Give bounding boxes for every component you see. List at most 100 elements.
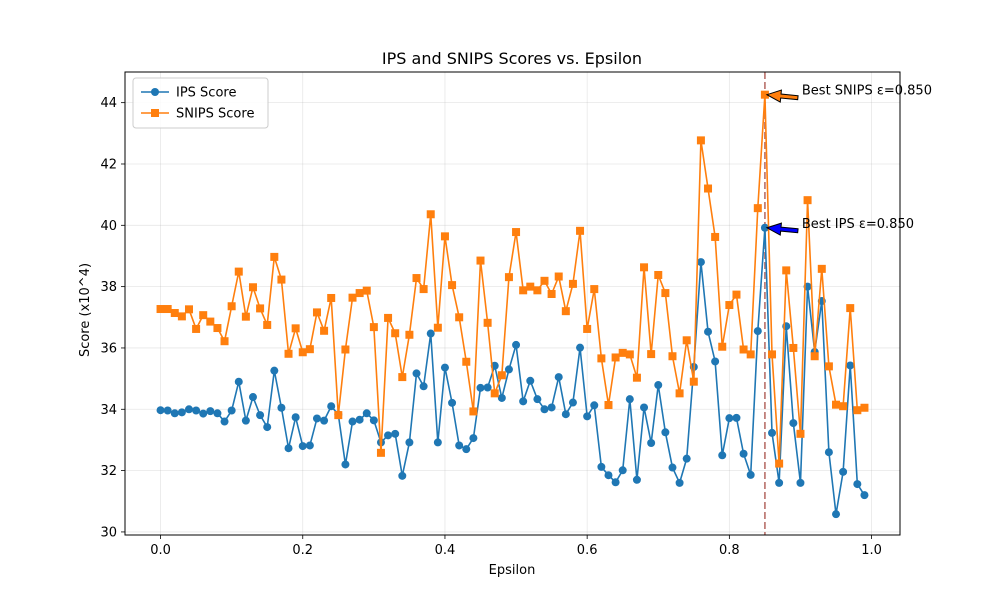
- annotation-arrow: [765, 222, 799, 236]
- data-point: [184, 305, 193, 314]
- data-point: [796, 478, 805, 487]
- data-point: [519, 397, 528, 406]
- data-point: [533, 286, 542, 295]
- data-point: [860, 491, 869, 500]
- data-point: [376, 448, 385, 457]
- y-tick-label: 42: [100, 157, 117, 172]
- data-point: [312, 414, 321, 423]
- annotation-label: Best IPS ε=0.850: [802, 217, 914, 232]
- data-point: [177, 408, 186, 417]
- legend-box: [132, 77, 269, 129]
- data-point: [860, 403, 869, 412]
- data-point: [263, 320, 272, 329]
- data-point: [618, 466, 627, 475]
- x-tick-label: 1.0: [861, 543, 882, 558]
- data-point: [668, 352, 677, 361]
- data-point: [327, 402, 336, 411]
- data-point: [398, 471, 407, 480]
- data-point: [433, 438, 442, 447]
- annotation-label: Best SNIPS ε=0.850: [802, 84, 932, 99]
- data-point: [853, 480, 862, 489]
- data-point: [426, 210, 435, 219]
- data-point: [348, 293, 357, 302]
- data-point: [768, 350, 777, 359]
- series-snips-score: [156, 90, 869, 468]
- series-line: [160, 226, 866, 515]
- data-point: [625, 350, 634, 359]
- data-point: [661, 428, 670, 437]
- data-point: [426, 329, 435, 338]
- data-point: [824, 362, 833, 371]
- annotation: Best SNIPS ε=0.850: [765, 84, 932, 103]
- data-point: [234, 267, 243, 276]
- data-point: [519, 286, 528, 295]
- data-point: [170, 409, 179, 418]
- data-point: [597, 354, 606, 363]
- data-point: [206, 317, 215, 326]
- data-point: [220, 417, 229, 426]
- data-point: [704, 184, 713, 193]
- data-point: [696, 258, 705, 267]
- data-point: [625, 395, 634, 404]
- data-point: [561, 410, 570, 419]
- data-point: [462, 445, 471, 454]
- data-point: [192, 406, 201, 415]
- x-tick-label: 0.2: [292, 543, 313, 558]
- data-point: [391, 429, 400, 438]
- data-point: [689, 377, 698, 386]
- chart-title: IPS and SNIPS Scores vs. Epsilon: [382, 49, 642, 68]
- y-tick-label: 30: [100, 525, 117, 540]
- data-point: [832, 510, 841, 519]
- data-point: [341, 345, 350, 354]
- y-tick-label: 44: [100, 96, 117, 111]
- data-point: [433, 323, 442, 332]
- data-point: [483, 318, 492, 327]
- data-point: [775, 478, 784, 487]
- data-point: [533, 395, 542, 404]
- data-point: [305, 345, 314, 354]
- data-point: [291, 324, 300, 333]
- data-point: [156, 406, 165, 415]
- data-point: [753, 327, 762, 336]
- x-tick-label: 0.6: [577, 543, 598, 558]
- data-point: [782, 266, 791, 275]
- data-point: [853, 406, 862, 415]
- data-point: [170, 309, 179, 318]
- data-point: [711, 357, 720, 366]
- data-point: [839, 467, 848, 476]
- data-point: [476, 256, 485, 265]
- x-tick-label: 0.0: [150, 543, 171, 558]
- data-point: [241, 416, 250, 425]
- data-point: [405, 438, 414, 447]
- annotations: Best SNIPS ε=0.850 Best IPS ε=0.850: [765, 84, 932, 236]
- data-point: [348, 417, 357, 426]
- data-point: [362, 409, 371, 418]
- y-tick-label: 40: [100, 219, 117, 234]
- data-point: [199, 409, 208, 418]
- data-point: [504, 365, 513, 374]
- data-point: [455, 441, 464, 450]
- data-point: [568, 398, 577, 407]
- data-point: [248, 393, 257, 402]
- data-point: [355, 415, 364, 424]
- data-point: [711, 232, 720, 241]
- data-point: [526, 282, 535, 291]
- legend-label: IPS Score: [176, 86, 236, 101]
- data-point: [632, 475, 641, 484]
- data-point: [320, 326, 329, 335]
- data-point: [796, 429, 805, 438]
- data-point: [412, 369, 421, 378]
- data-point: [362, 286, 371, 295]
- data-point: [675, 478, 684, 487]
- data-point: [391, 329, 400, 338]
- data-point: [753, 204, 762, 213]
- data-point: [618, 348, 627, 357]
- data-point: [647, 439, 656, 448]
- x-tick-label: 0.8: [719, 543, 740, 558]
- data-point: [583, 412, 592, 421]
- data-point: [334, 411, 343, 420]
- data-point: [163, 305, 172, 314]
- data-point: [270, 252, 279, 261]
- data-point: [725, 414, 734, 423]
